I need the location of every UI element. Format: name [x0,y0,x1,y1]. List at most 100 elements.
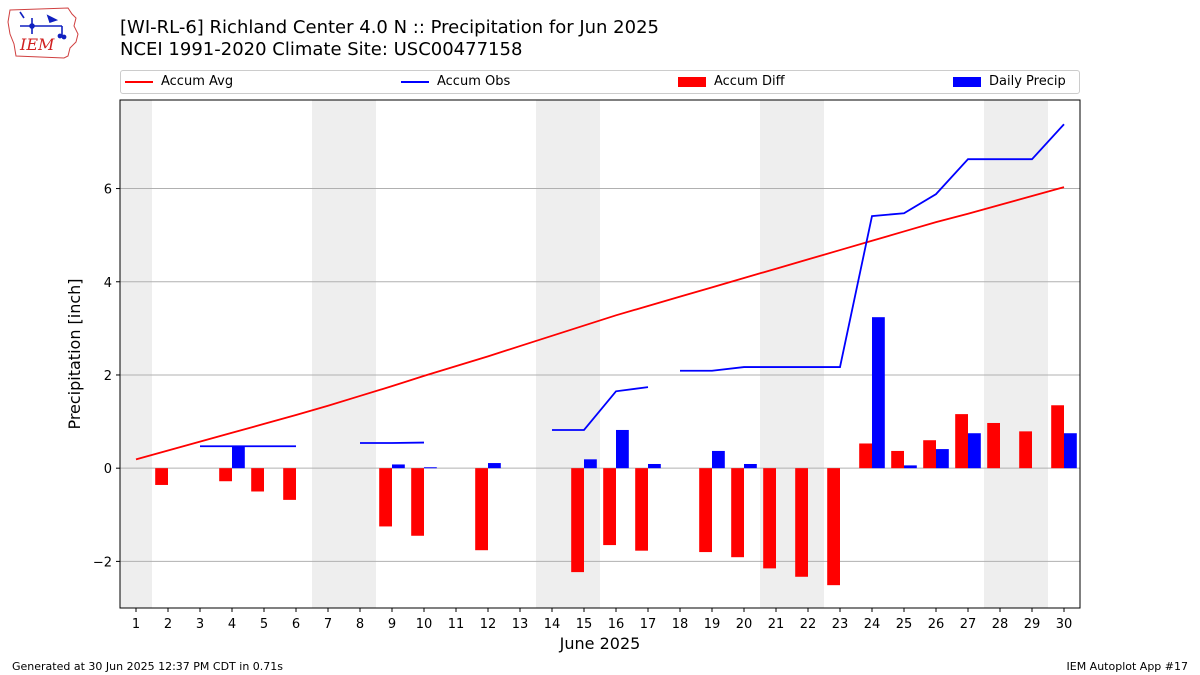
diff-bar-day-19 [699,468,712,553]
diff-bar-day-15 [571,468,584,573]
diff-bar-day-21 [763,468,776,569]
weekend-band-7 [312,100,344,608]
ytick-label-6: 6 [104,183,112,198]
xtick-label-16: 16 [608,617,625,632]
xtick-label-1: 1 [132,617,140,632]
xtick-label-6: 6 [292,617,300,632]
xtick-label-14: 14 [544,617,561,632]
ytick-label--2: −2 [93,555,112,570]
legend-swatch-diff [678,76,706,87]
xtick-label-12: 12 [480,617,497,632]
diff-bar-day-6 [283,468,296,500]
legend-label-avg: Accum Avg [161,74,234,89]
diff-bar-day-23 [827,468,840,586]
legend-swatch-avg [125,80,153,83]
xtick-label-3: 3 [196,617,204,632]
daily-bar-day-19 [712,450,725,469]
iowa-outline-shape [7,7,79,59]
daily-bar-day-16 [616,429,629,469]
xtick-label-30: 30 [1056,617,1073,632]
diff-bar-day-2 [155,468,168,485]
weekend-band-29 [1016,100,1048,608]
daily-bar-day-20 [744,463,757,469]
diff-bar-day-26 [923,440,936,469]
xtick-label-21: 21 [768,617,785,632]
daily-bar-day-12 [488,463,501,469]
logo-text: IEM [19,35,55,54]
diff-bar-day-16 [603,468,616,546]
diff-bar-day-24 [859,443,872,469]
xtick-label-5: 5 [260,617,268,632]
xtick-label-10: 10 [416,617,433,632]
xtick-label-13: 13 [512,617,529,632]
ytick-label-2: 2 [104,369,112,384]
xtick-label-15: 15 [576,617,593,632]
xtick-label-22: 22 [800,617,817,632]
xtick-label-23: 23 [832,617,849,632]
diff-bar-day-10 [411,468,424,536]
daily-bar-day-25 [904,465,917,469]
xtick-label-4: 4 [228,617,236,632]
weather-instrument-icon [19,11,67,40]
footer-app: IEM Autoplot App #17 [1066,660,1189,673]
xtick-label-17: 17 [640,617,657,632]
daily-bar-day-27 [968,433,981,469]
diff-bar-day-29 [1019,431,1032,469]
legend-label-obs: Accum Obs [437,74,511,89]
legend: Accum Avg Accum Obs Accum Diff Daily Pre… [120,70,1080,94]
daily-bar-day-17 [648,463,661,469]
plot-frame [119,99,1081,609]
weekend-band-8 [344,100,376,608]
diff-bar-day-5 [251,468,264,492]
daily-bar-day-9 [392,464,405,469]
daily-bar-day-30 [1064,433,1077,469]
legend-item-obs: Accum Obs [401,74,510,89]
daily-bar-day-10 [424,467,437,469]
xtick-label-11: 11 [448,617,465,632]
legend-swatch-obs [401,80,429,83]
daily-bar-day-24 [872,317,885,469]
xtick-label-25: 25 [896,617,913,632]
xtick-label-19: 19 [704,617,721,632]
diff-bar-day-4 [219,468,232,482]
diff-bar-day-12 [475,468,488,551]
xtick-label-26: 26 [928,617,945,632]
daily-bar-day-26 [936,449,949,469]
diff-bar-day-25 [891,450,904,469]
weekend-band-28 [984,100,1016,608]
xtick-label-29: 29 [1024,617,1041,632]
diff-bar-day-22 [795,468,808,577]
iem-logo: IEM [7,7,79,59]
footer-generated: Generated at 30 Jun 2025 12:37 PM CDT in… [12,660,284,673]
xtick-label-27: 27 [960,617,977,632]
avg-line-segment-1 [135,186,1065,461]
weekend-band-1 [120,100,152,608]
xtick-label-28: 28 [992,617,1009,632]
legend-item-daily: Daily Precip [953,74,1066,89]
obs-line-segment-3 [552,386,649,431]
diff-bar-day-28 [987,422,1000,469]
xtick-label-18: 18 [672,617,689,632]
diff-bar-day-9 [379,468,392,527]
ytick-label-0: 0 [104,462,112,477]
daily-bar-day-4 [232,446,245,469]
legend-label-diff: Accum Diff [714,74,785,89]
weekend-band-14 [536,100,568,608]
chart-title: [WI-RL-6] Richland Center 4.0 N :: Preci… [120,17,659,38]
xtick-label-8: 8 [356,617,364,632]
x-axis-label: June 2025 [559,634,641,653]
legend-item-diff: Accum Diff [678,74,785,89]
diff-bar-day-30 [1051,405,1064,469]
diff-bar-day-27 [955,414,968,469]
obs-line-segment-4 [680,123,1065,372]
xtick-label-9: 9 [388,617,396,632]
xtick-label-2: 2 [164,617,172,632]
daily-bar-day-15 [584,459,597,469]
legend-item-avg: Accum Avg [125,74,233,89]
xtick-label-7: 7 [324,617,332,632]
chart-subtitle: NCEI 1991-2020 Climate Site: USC00477158 [120,39,523,60]
legend-label-daily: Daily Precip [989,74,1066,89]
xtick-label-24: 24 [864,617,881,632]
xtick-label-20: 20 [736,617,753,632]
